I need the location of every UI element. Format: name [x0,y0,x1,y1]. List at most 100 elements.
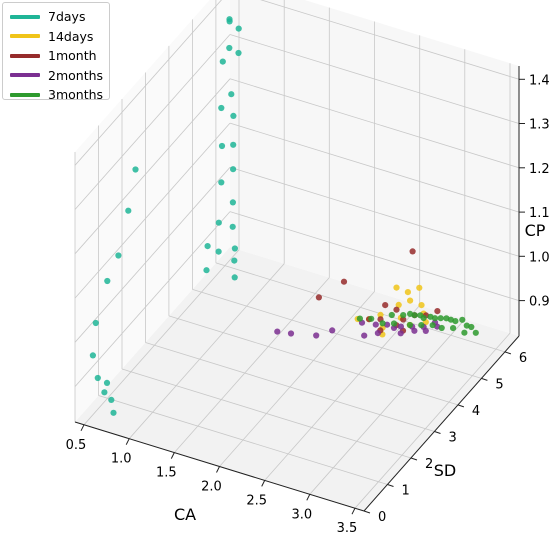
data-point [388,311,395,319]
data-point [400,312,407,319]
data-point [416,284,423,291]
data-point [395,301,402,308]
x-tick-mark [351,507,356,515]
data-point [407,310,414,317]
data-point [313,332,320,339]
data-point [390,324,398,331]
y-tick-label: 0 [378,510,386,525]
data-point [418,322,425,329]
legend-item-3months: 3months [10,85,109,105]
legend-item-7days: 7days [10,7,109,27]
y-tick-label: 5 [495,377,503,392]
y-grid-line [121,368,412,459]
data-point [104,277,111,285]
data-point [418,302,425,309]
data-point [472,329,479,336]
z-axis-label: CP [525,221,546,240]
data-point [204,243,211,250]
y-tick-mark [434,431,441,434]
z-grid-line [74,167,231,343]
data-point [329,327,336,334]
z-grid-line [74,0,222,166]
legend-swatch [10,53,40,58]
data-point [400,316,407,323]
y-grid-line [192,289,482,379]
x-grid-line [174,277,330,453]
z-grid-line [229,34,520,124]
legend-item-2months: 2months [10,66,109,86]
data-point [125,207,132,214]
data-point [218,104,225,112]
data-point [89,352,96,359]
x-grid-line [219,291,375,467]
data-point [231,274,238,281]
z-tick-label: 1.0 [529,250,550,265]
z-tick-label: 1.2 [529,162,550,177]
data-point [101,389,108,396]
x-grid-line [83,249,240,426]
data-point [92,319,99,327]
z-grid-line [229,166,520,257]
y-grid-line [145,342,435,432]
data-point [422,327,429,334]
z-grid-line [74,122,231,299]
data-point [215,219,222,226]
data-point [407,297,414,304]
data-point [219,58,226,65]
data-point [315,294,322,301]
data-point [461,329,468,336]
data-point [108,396,115,403]
data-point [374,330,381,337]
legend-swatch [10,73,40,78]
data-point [437,315,444,322]
x-tick-mark [170,452,175,459]
y-tick-mark [410,457,418,461]
y-tick-label: 3 [449,431,457,446]
data-point [390,320,398,327]
legend-swatch [10,92,40,97]
y-tick-label: 2 [425,457,433,472]
y-tick-label: 4 [472,404,480,419]
x-grid-line [354,332,511,509]
grid-lines [74,0,520,512]
legend-item-1month: 1month [10,46,109,66]
data-point [379,320,386,327]
data-point [417,312,424,319]
legend-swatch [10,34,40,39]
y-tick-mark [457,404,465,408]
data-point [372,321,379,328]
data-point [229,223,236,230]
data-point [218,179,225,186]
data-point [274,328,281,335]
z-grid-line [74,78,231,255]
y-tick-mark [387,484,394,487]
data-point [230,166,237,173]
y-axis-label: SD [434,461,456,480]
legend-swatch [10,14,40,19]
data-point [438,324,445,332]
legend-label: 3months [48,87,104,103]
x-tick-label: 3.5 [337,521,358,536]
data-point [468,323,475,331]
data-point [215,248,222,255]
y-tick-mark [481,377,488,381]
data-point [94,374,101,382]
data-point [393,306,400,313]
x-tick-label: 3.0 [291,507,312,522]
legend-label: 7days [48,9,86,25]
y-tick-mark [363,510,371,514]
data-point [226,16,233,23]
data-point [229,199,236,206]
x-tick-mark [80,424,85,432]
z-grid-line [74,211,231,387]
data-point [459,316,466,323]
x-grid-line [264,305,420,481]
data-point [404,289,411,296]
x-tick-mark [216,466,220,473]
z-tick-label: 1.1 [529,206,550,221]
x-tick-label: 1.0 [111,452,132,467]
y-tick-label: 1 [402,484,410,499]
x-tick-label: 1.5 [156,466,177,481]
data-point [397,323,404,330]
